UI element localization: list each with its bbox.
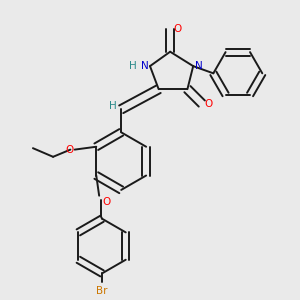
Text: H: H — [129, 61, 137, 71]
Text: O: O — [173, 24, 181, 34]
Text: H: H — [109, 101, 117, 111]
Text: O: O — [205, 98, 213, 109]
Text: O: O — [102, 197, 110, 207]
Text: Br: Br — [96, 286, 108, 296]
Text: N: N — [195, 61, 203, 71]
Text: O: O — [65, 145, 73, 154]
Text: N: N — [141, 61, 148, 71]
